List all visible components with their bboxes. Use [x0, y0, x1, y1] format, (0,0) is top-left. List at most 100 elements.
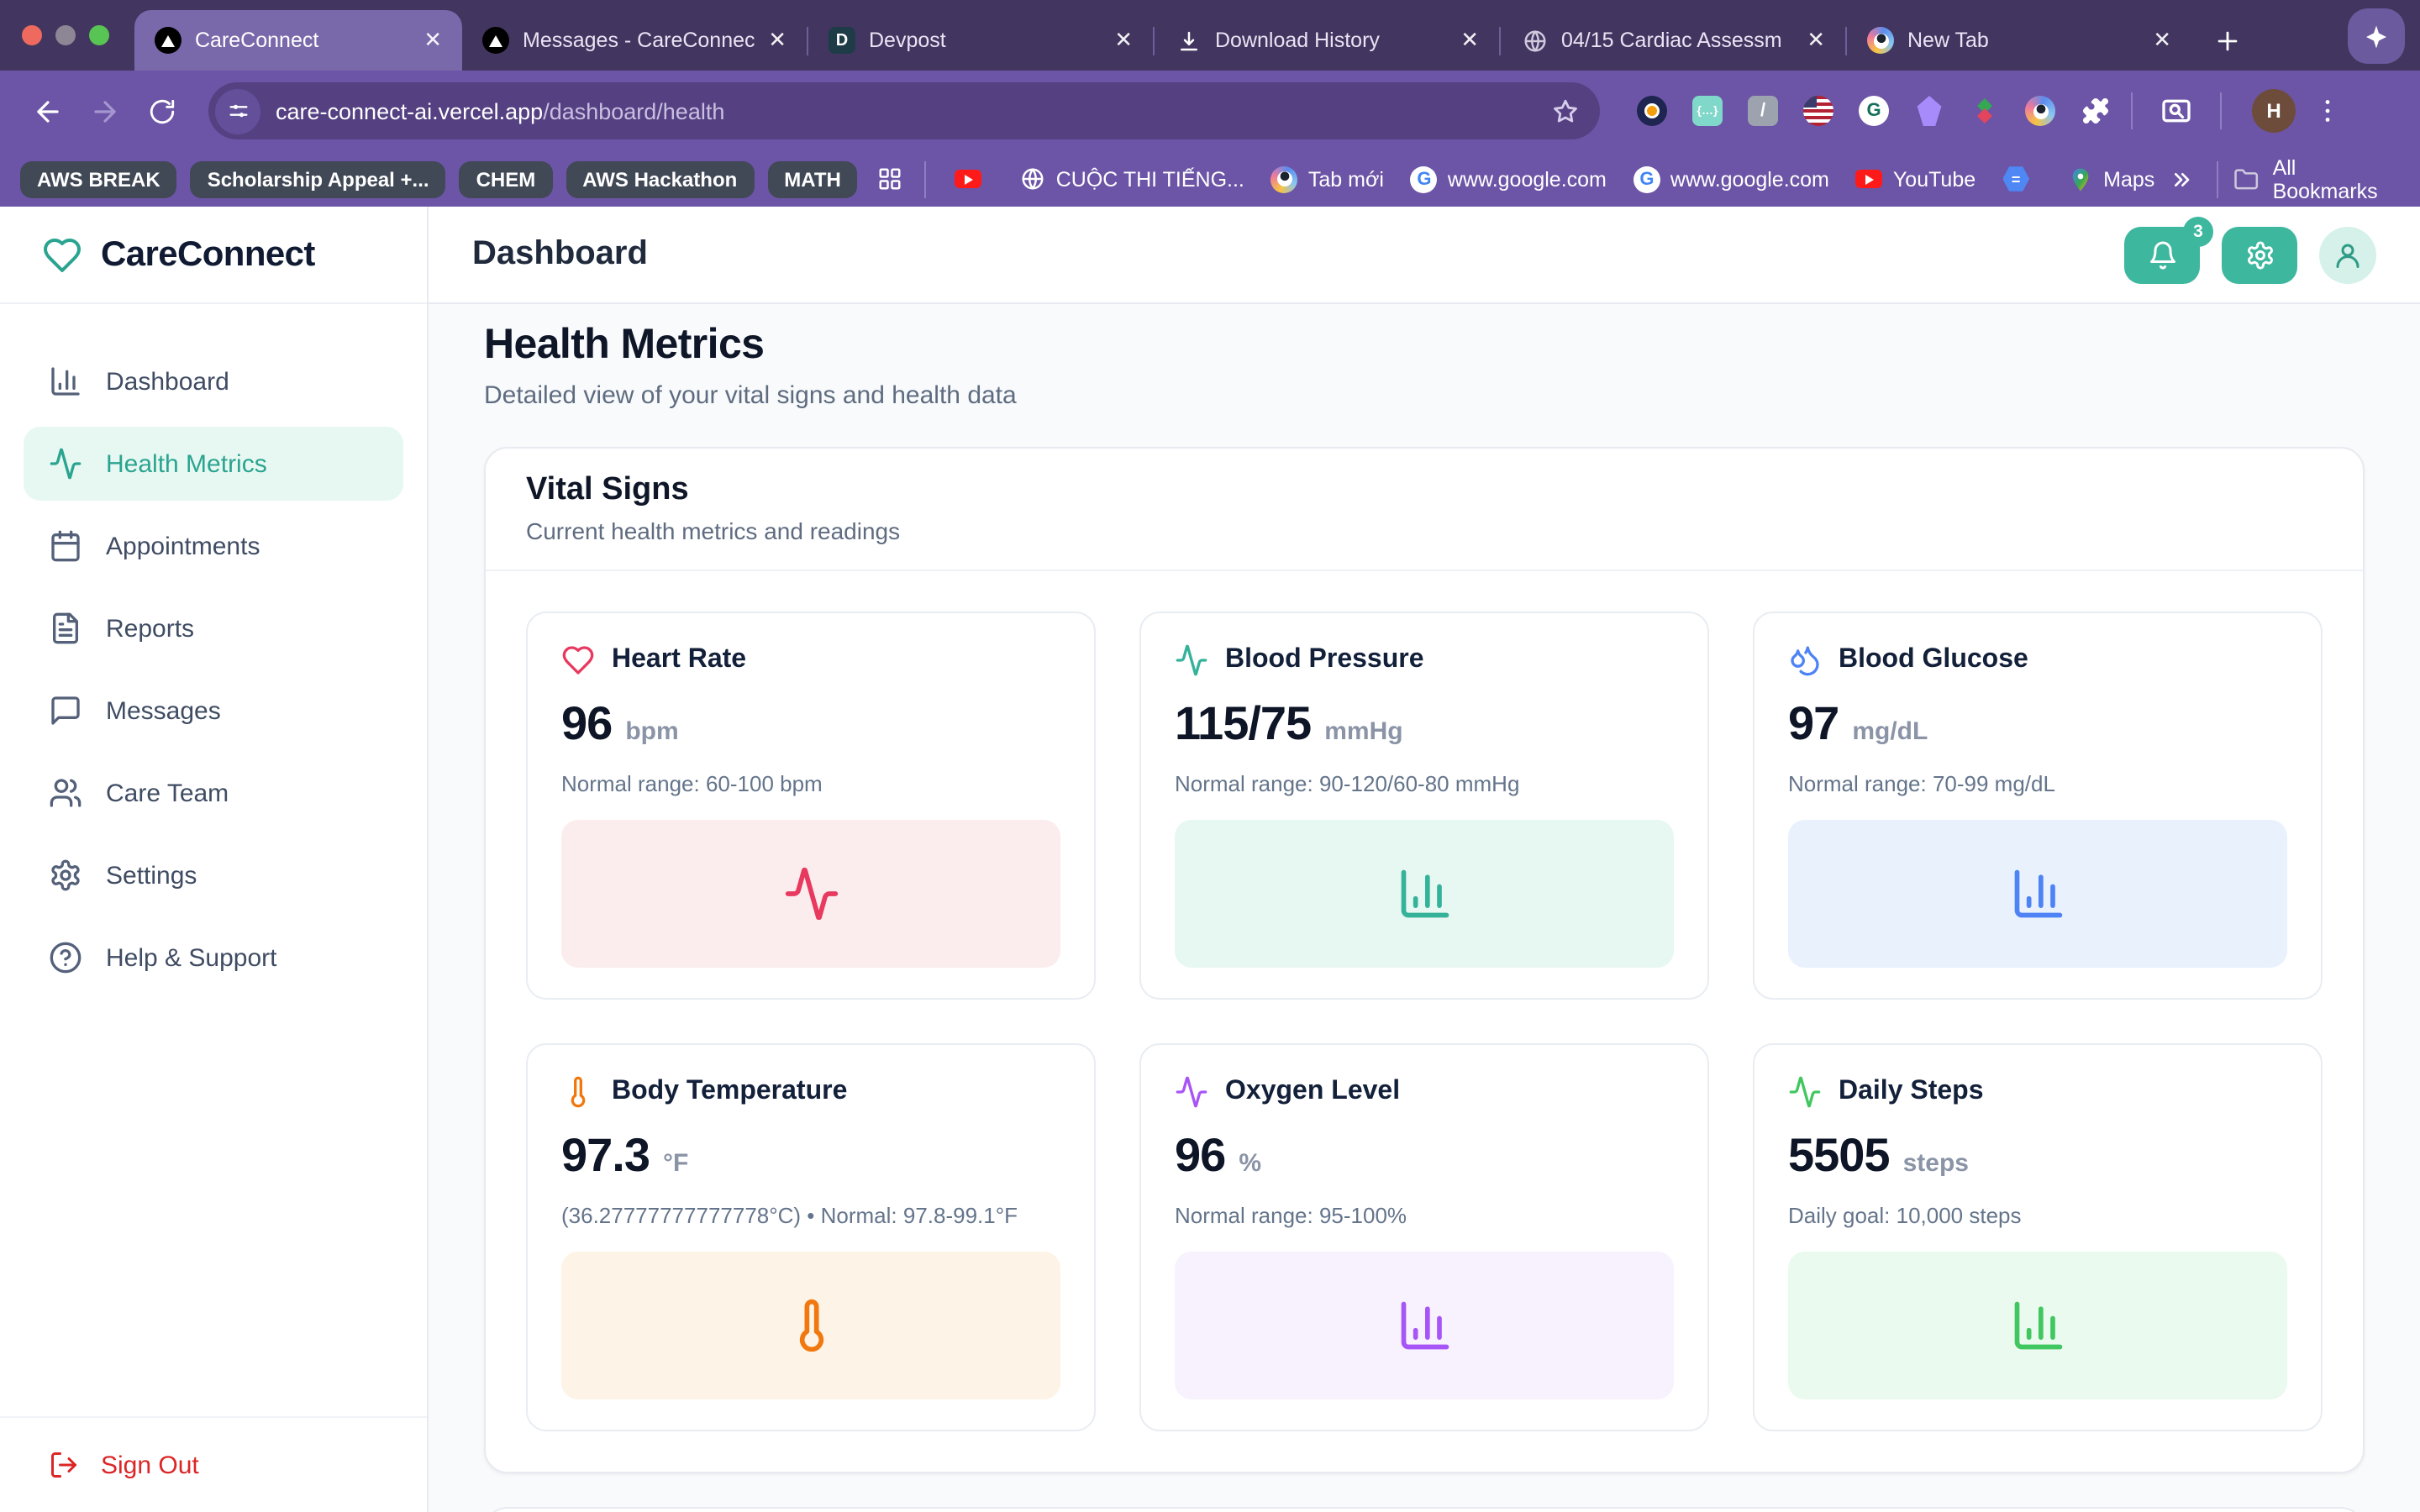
extensions-puzzle-icon[interactable] — [2081, 96, 2111, 126]
address-bar[interactable]: care-connect-ai.vercel.app/dashboard/hea… — [208, 82, 1600, 139]
brand-logo[interactable]: CareConnect — [0, 207, 427, 304]
notifications-button[interactable]: 3 — [2124, 216, 2213, 283]
close-window-button[interactable] — [22, 25, 42, 45]
minimize-window-button[interactable] — [55, 25, 76, 45]
person-icon — [2333, 239, 2363, 270]
metric-card-body-temperature[interactable]: Body Temperature 97.3 °F (36.277777777777… — [526, 1043, 1096, 1431]
bookmark-hexagon[interactable]: = — [2002, 165, 2039, 192]
all-bookmarks-button[interactable]: All Bookmarks — [2233, 155, 2400, 202]
tab-close-icon[interactable]: ✕ — [1114, 27, 1133, 52]
extension-icon-flag[interactable] — [1803, 96, 1833, 126]
sidebar-item-appointments[interactable]: Appointments — [24, 509, 403, 583]
bookmark-star-icon[interactable] — [1551, 97, 1580, 125]
tab-close-icon[interactable]: ✕ — [424, 27, 442, 52]
tab-title: CareConnect — [195, 29, 319, 52]
extension-icon-brackets[interactable]: {…} — [1692, 96, 1723, 126]
tab-cardiac-assessment[interactable]: 04/15 Cardiac Assessm ✕ — [1501, 10, 1845, 71]
metric-card-heart-rate[interactable]: Heart Rate 96 bpm Normal range: 60-100 bp… — [526, 612, 1096, 1000]
bookmark-folder[interactable]: CHEM — [459, 160, 553, 197]
tab-divider — [1499, 26, 1501, 55]
metric-visual-panel — [1175, 1252, 1674, 1399]
bar-chart-icon — [1396, 865, 1453, 922]
metric-card-oxygen-level[interactable]: Oxygen Level 96% Normal range: 95-100% — [1139, 1043, 1709, 1431]
bookmark-maps[interactable]: Maps — [2066, 165, 2154, 192]
sidebar: CareConnect Dashboard Health Metrics App… — [0, 207, 429, 1512]
site-settings-icon[interactable] — [215, 88, 260, 134]
tab-title: Download History — [1215, 29, 1380, 52]
metric-unit: steps — [1902, 1149, 1969, 1178]
tab-strip: CareConnect ✕ Messages - CareConnec ✕ D … — [0, 0, 2420, 71]
sidebar-item-help-support[interactable]: Help & Support — [24, 921, 403, 995]
careconnect-app: CareConnect Dashboard Health Metrics App… — [0, 207, 2420, 1512]
extension-icon-crystal[interactable] — [1917, 96, 1942, 126]
metric-card-daily-steps[interactable]: Daily Steps 5505 steps Daily goal: 10,000… — [1753, 1043, 2323, 1431]
url-path: /dashboard/health — [543, 98, 725, 123]
forward-button[interactable] — [81, 87, 128, 134]
browser-profile-avatar[interactable]: H — [2252, 89, 2296, 133]
tab-title: Devpost — [869, 29, 946, 52]
reload-button[interactable] — [138, 87, 185, 134]
youtube-icon — [1855, 165, 1883, 192]
tab-download-history[interactable]: Download History ✕ — [1155, 10, 1499, 71]
tab-careconnect[interactable]: CareConnect ✕ — [134, 10, 462, 71]
tab-devpost[interactable]: D Devpost ✕ — [808, 10, 1153, 71]
metric-value: 97.3 — [561, 1129, 650, 1181]
app-header: Dashboard 3 — [429, 207, 2420, 304]
metric-card-blood-pressure[interactable]: Blood Pressure 115/75 mmHg Normal range: … — [1139, 612, 1709, 1000]
tab-new-tab[interactable]: New Tab ✕ — [1847, 10, 2191, 71]
activity-icon — [1175, 1075, 1208, 1109]
face-icon — [1270, 165, 1298, 192]
zoom-window-button[interactable] — [89, 25, 109, 45]
gear-icon — [49, 858, 82, 892]
face-favicon-icon — [1867, 27, 1894, 54]
sidebar-item-reports[interactable]: Reports — [24, 591, 403, 665]
sidebar-item-dashboard[interactable]: Dashboard — [24, 344, 403, 418]
extension-icon-diamond[interactable] — [1970, 96, 2000, 126]
metric-visual-panel — [1788, 820, 2287, 968]
back-button[interactable] — [24, 87, 71, 134]
bookmarks-bar: AWS BREAK Scholarship Appeal +... CHEM A… — [0, 151, 2420, 207]
sidebar-item-settings[interactable]: Settings — [24, 838, 403, 912]
tab-close-icon[interactable]: ✕ — [2153, 27, 2171, 52]
metric-visual-panel — [561, 820, 1060, 968]
bookmark-youtube-2[interactable]: YouTube — [1855, 165, 1975, 192]
bookmark-folder[interactable]: AWS Hackathon — [566, 160, 755, 197]
settings-button[interactable] — [2222, 226, 2297, 283]
bookmark-tab-moi[interactable]: Tab mới — [1270, 165, 1384, 192]
tab-close-icon[interactable]: ✕ — [768, 27, 786, 52]
sidebar-item-care-team[interactable]: Care Team — [24, 756, 403, 830]
bookmarks-overflow-chevron-icon[interactable] — [2168, 165, 2195, 192]
user-avatar[interactable] — [2319, 226, 2376, 283]
metric-note: Normal range: 95-100% — [1175, 1203, 1407, 1228]
tab-close-icon[interactable]: ✕ — [1807, 27, 1825, 52]
bookmark-folder[interactable]: MATH — [767, 160, 858, 197]
google-icon: G — [1633, 165, 1660, 192]
browser-menu-kebab-icon[interactable] — [2312, 96, 2343, 126]
bookmark-cuoc-thi[interactable]: CUỘC THI TIẾNG... — [1019, 165, 1244, 192]
activity-icon — [1175, 643, 1208, 677]
globe-icon — [1019, 165, 1046, 192]
extension-icon-atom[interactable] — [1637, 96, 1667, 126]
sign-out-button[interactable]: Sign Out — [0, 1416, 427, 1512]
search-tabs-icon[interactable] — [2160, 94, 2193, 128]
extension-icon-slash[interactable]: / — [1748, 96, 1778, 126]
tab-messages[interactable]: Messages - CareConnec ✕ — [462, 10, 807, 71]
tab-close-icon[interactable]: ✕ — [1460, 27, 1479, 52]
bookmark-youtube[interactable] — [955, 165, 992, 192]
bookmark-folder[interactable]: Scholarship Appeal +... — [190, 160, 446, 197]
new-tab-button[interactable] — [2213, 26, 2242, 55]
bookmarks-divider — [924, 160, 927, 197]
metric-card-blood-glucose[interactable]: Blood Glucose 97 mg/dL Normal range: 70-9… — [1753, 612, 2323, 1000]
activity-icon — [1788, 1075, 1822, 1109]
metric-value: 5505 — [1788, 1129, 1891, 1181]
browser-ai-sparkle-button[interactable] — [2348, 8, 2405, 64]
extension-icon-face[interactable] — [2025, 96, 2055, 126]
sidebar-item-messages[interactable]: Messages — [24, 674, 403, 748]
apps-grid-icon[interactable] — [878, 166, 903, 192]
maps-pin-icon — [2066, 165, 2093, 192]
bookmark-folder[interactable]: AWS BREAK — [20, 160, 177, 197]
sidebar-item-health-metrics[interactable]: Health Metrics — [24, 427, 403, 501]
extension-icon-grammarly[interactable]: G — [1859, 96, 1889, 126]
